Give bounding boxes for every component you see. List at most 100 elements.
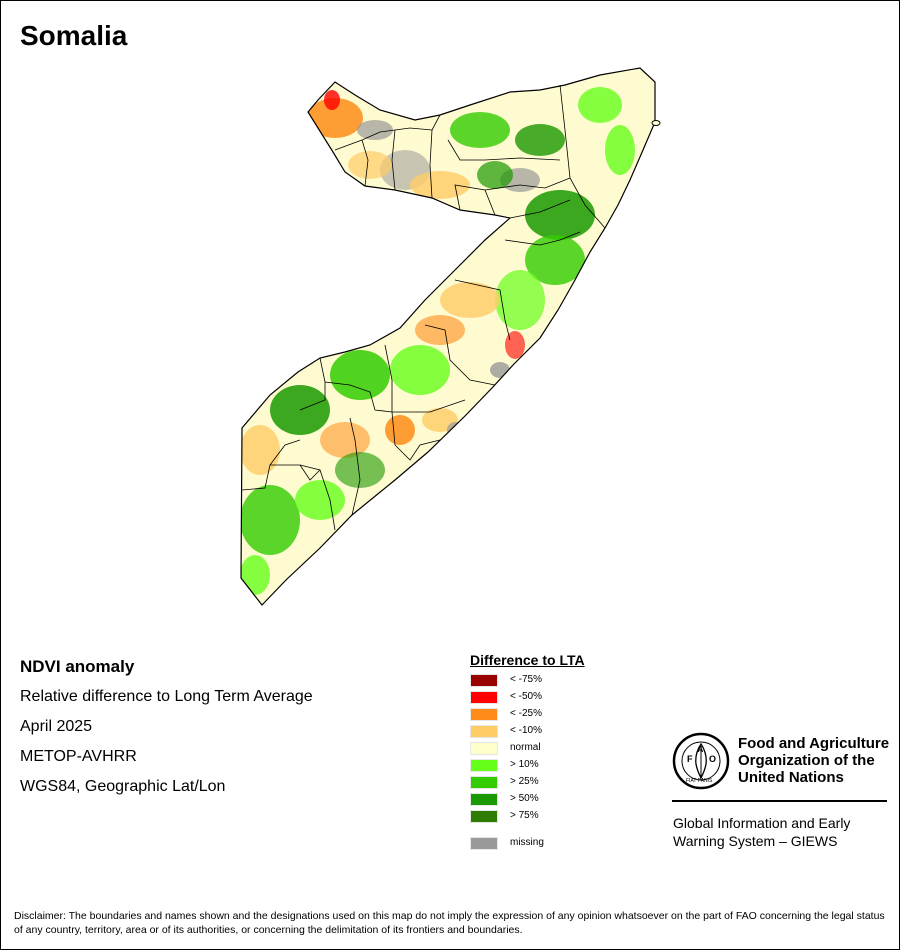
admin-boundary	[361, 139, 369, 187]
legend-item: < -75%	[470, 672, 585, 689]
anomaly-patch	[357, 120, 393, 140]
giews-name: Global Information and Early Warning Sys…	[673, 814, 850, 850]
fao-name-line: United Nations	[738, 769, 844, 786]
legend-label: < -10%	[510, 725, 542, 736]
legend-item: > 10%	[470, 757, 585, 774]
admin-boundary	[349, 417, 361, 516]
anomaly-patch	[410, 171, 470, 199]
legend-swatch	[470, 691, 498, 704]
anomaly-patch	[241, 485, 300, 555]
legend-swatch	[470, 708, 498, 721]
info-sensor: METOP-AVHRR	[20, 748, 137, 765]
admin-boundary	[509, 199, 571, 219]
admin-boundary	[319, 357, 393, 413]
legend-swatch	[470, 674, 498, 687]
giews-line: Global Information and Early	[673, 815, 851, 831]
fao-logo-motto: FIAT PANIS	[686, 778, 713, 784]
admin-boundary	[504, 231, 581, 246]
legend-label: < -25%	[510, 708, 542, 719]
legend-item: > 50%	[470, 791, 585, 808]
legend-item: normal	[470, 740, 585, 757]
legend-title: Difference to LTA	[470, 652, 585, 668]
divider	[672, 800, 887, 802]
anomaly-patch	[515, 124, 565, 156]
legend-label: < -75%	[510, 674, 542, 685]
anomaly-patch	[490, 362, 510, 378]
anomaly-patch	[578, 87, 622, 123]
fao-logo-letter: O	[709, 754, 716, 764]
legend: Difference to LTA < -75% < -50% < -25% < -1…	[470, 652, 585, 852]
admin-boundary	[447, 139, 561, 161]
anomaly-patch	[348, 151, 392, 179]
map-title: Somalia	[20, 20, 128, 51]
admin-boundary	[424, 324, 496, 386]
admin-boundary	[269, 439, 301, 466]
legend-item: > 25%	[470, 774, 585, 791]
legend-swatch	[470, 759, 498, 772]
legend-label: missing	[510, 837, 544, 848]
anomaly-patch	[450, 112, 510, 148]
anomaly-patch	[241, 425, 280, 475]
anomaly-patch	[307, 98, 363, 138]
fao-logo-letter: F	[687, 754, 693, 764]
somalia-map	[240, 67, 661, 606]
anomaly-patch	[324, 90, 340, 110]
anomaly-patch	[390, 345, 450, 395]
anomaly-patch	[440, 282, 500, 318]
info-projection: WGS84, Geographic Lat/Lon	[20, 778, 226, 795]
admin-boundaries	[241, 84, 606, 531]
anomaly-patch	[477, 161, 513, 189]
legend-swatch	[470, 776, 498, 789]
legend-swatch	[470, 742, 498, 755]
admin-boundary	[484, 177, 571, 191]
legend-label: normal	[510, 742, 541, 753]
anomaly-patch	[330, 350, 390, 400]
anomaly-patch	[447, 422, 463, 438]
legend-swatch	[470, 725, 498, 738]
fao-name-line: Food and Agriculture	[738, 735, 890, 752]
info-period: April 2025	[20, 718, 93, 735]
info-heading: NDVI anomaly	[20, 657, 135, 676]
anomaly-patch	[295, 480, 345, 520]
admin-boundary	[334, 127, 433, 151]
admin-boundary	[559, 84, 606, 229]
anomaly-patch	[320, 422, 370, 458]
legend-item: > 75%	[470, 808, 585, 825]
admin-boundary	[299, 382, 326, 411]
legend-label: > 25%	[510, 776, 539, 787]
ndvi-anomaly-layer	[241, 87, 635, 595]
anomaly-patch	[525, 235, 585, 285]
legend-item: < -10%	[470, 723, 585, 740]
anomaly-patch	[415, 315, 465, 345]
anomaly-patch	[495, 270, 545, 330]
fao-name: Food and Agriculture Organization of the…	[738, 735, 889, 786]
anomaly-patch	[525, 190, 595, 240]
legend-item-missing: missing	[470, 835, 585, 852]
anomaly-patch	[385, 415, 415, 445]
fao-logo-icon: F A O FIAT PANIS	[672, 732, 730, 790]
admin-boundary	[429, 114, 441, 199]
admin-boundary	[299, 464, 321, 481]
info-subtitle: Relative difference to Long Term Average	[20, 688, 313, 705]
admin-boundary	[454, 184, 496, 216]
admin-boundary	[454, 279, 511, 341]
anomaly-patch	[241, 555, 270, 595]
legend-swatch	[470, 793, 498, 806]
anomaly-patch	[605, 125, 635, 175]
legend-item: < -25%	[470, 706, 585, 723]
country-outline	[240, 67, 656, 606]
legend-label: > 75%	[510, 810, 539, 821]
legend-swatch	[470, 837, 498, 850]
legend-label: < -50%	[510, 691, 542, 702]
giews-line: Warning System – GIEWS	[673, 833, 838, 849]
disclaimer: Disclaimer: The boundaries and names sho…	[14, 910, 885, 936]
map-info: NDVI anomaly Relative difference to Long…	[20, 656, 313, 806]
admin-boundary	[391, 411, 441, 461]
admin-boundary	[391, 129, 396, 191]
fao-name-line: Organization of the	[738, 752, 875, 769]
legend-item: < -50%	[470, 689, 585, 706]
anomaly-patch	[505, 331, 525, 359]
legend-swatch	[470, 810, 498, 823]
island-outline	[651, 120, 661, 126]
legend-label: > 10%	[510, 759, 539, 770]
